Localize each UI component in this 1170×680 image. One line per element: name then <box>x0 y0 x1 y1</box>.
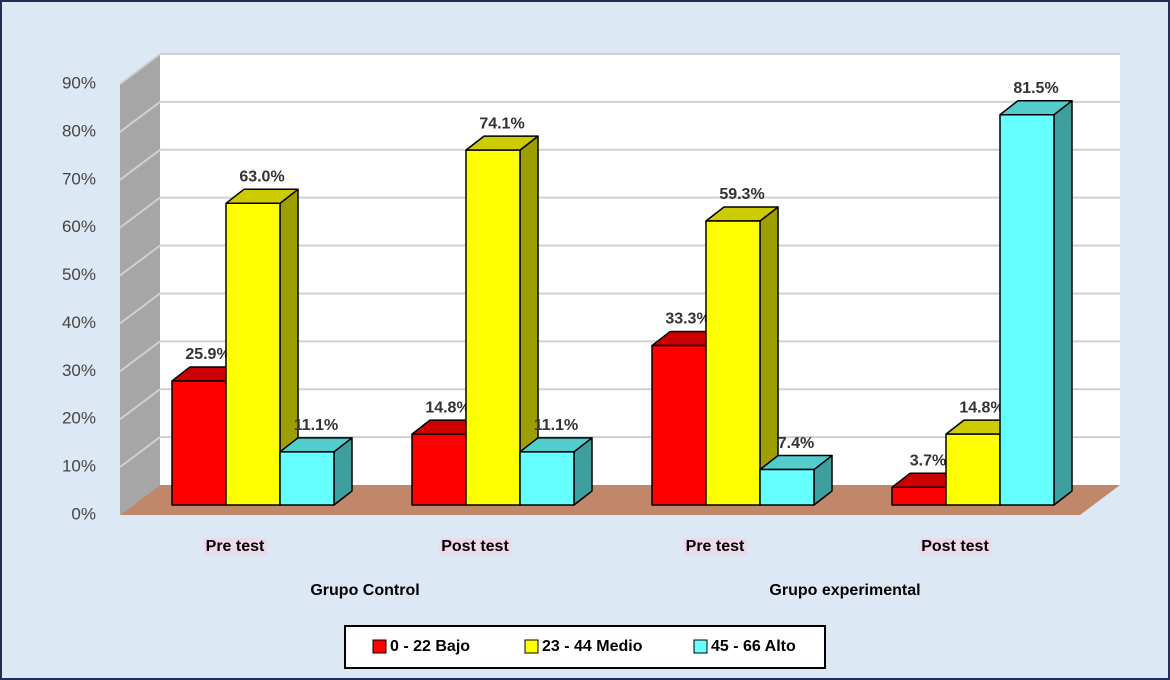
y-tick-label: 20% <box>62 409 96 428</box>
group-label: Grupo experimental <box>769 582 920 599</box>
data-label: 25.9% <box>185 346 230 363</box>
back-wall <box>160 54 1120 485</box>
bar <box>171 380 227 506</box>
y-tick-label: 40% <box>62 313 96 332</box>
y-tick-label: 50% <box>62 265 96 284</box>
y-tick-label: 60% <box>62 217 96 236</box>
y-tick-label: 10% <box>62 457 96 476</box>
grid-line <box>119 53 161 85</box>
data-label: 59.3% <box>719 186 764 203</box>
bar <box>279 451 335 506</box>
bar <box>999 113 1055 506</box>
y-tick-label: 70% <box>62 169 96 188</box>
bar <box>411 433 467 506</box>
y-tick-label: 80% <box>62 121 96 140</box>
bar <box>945 433 1001 506</box>
bar <box>891 486 947 506</box>
y-tick-label: 30% <box>62 361 96 380</box>
grid-line <box>119 436 161 468</box>
data-label: 74.1% <box>479 115 524 132</box>
group-label: Grupo Control <box>310 582 419 599</box>
data-label: 11.1% <box>534 417 578 434</box>
label-highlight <box>683 538 748 556</box>
x-tick-label: Post test <box>921 538 989 555</box>
legend-swatch <box>693 639 708 654</box>
side-wall <box>120 54 160 515</box>
bar <box>759 468 815 506</box>
bar-side <box>1053 99 1073 506</box>
bar <box>465 149 521 506</box>
data-label: 14.8% <box>959 399 1004 416</box>
label-highlight <box>439 538 512 556</box>
grid-line <box>119 244 161 277</box>
bar <box>651 344 707 506</box>
grid-line <box>119 196 161 229</box>
x-tick-label: Post test <box>441 538 509 555</box>
label-highlight <box>919 538 992 556</box>
y-tick-label: 0% <box>71 504 96 523</box>
bar <box>705 220 761 506</box>
data-label: 7.4% <box>778 435 814 452</box>
data-label: 33.3% <box>665 311 710 328</box>
data-label: 63.0% <box>239 169 284 186</box>
data-label: 11.1% <box>294 417 338 434</box>
grid-line <box>119 101 161 133</box>
legend-swatch <box>372 639 387 654</box>
floor <box>120 485 1120 515</box>
data-label: 3.7% <box>910 452 946 469</box>
grid-line <box>119 148 161 181</box>
y-tick-label: 90% <box>62 73 96 92</box>
x-tick-label: Pre test <box>206 538 265 555</box>
legend-label: 45 - 66 Alto <box>711 638 796 655</box>
data-label: 14.8% <box>425 399 470 416</box>
legend-label: 23 - 44 Medio <box>542 638 643 655</box>
grid-line <box>119 292 161 325</box>
bar <box>225 202 281 506</box>
legend <box>344 625 826 669</box>
grid-line <box>119 340 161 373</box>
x-tick-label: Pre test <box>686 538 745 555</box>
bar <box>519 451 575 506</box>
data-label: 81.5% <box>1013 80 1058 97</box>
legend-label: 0 - 22 Bajo <box>390 638 470 655</box>
legend-swatch <box>524 639 539 654</box>
label-highlight <box>203 538 268 556</box>
grid-line <box>119 388 161 421</box>
